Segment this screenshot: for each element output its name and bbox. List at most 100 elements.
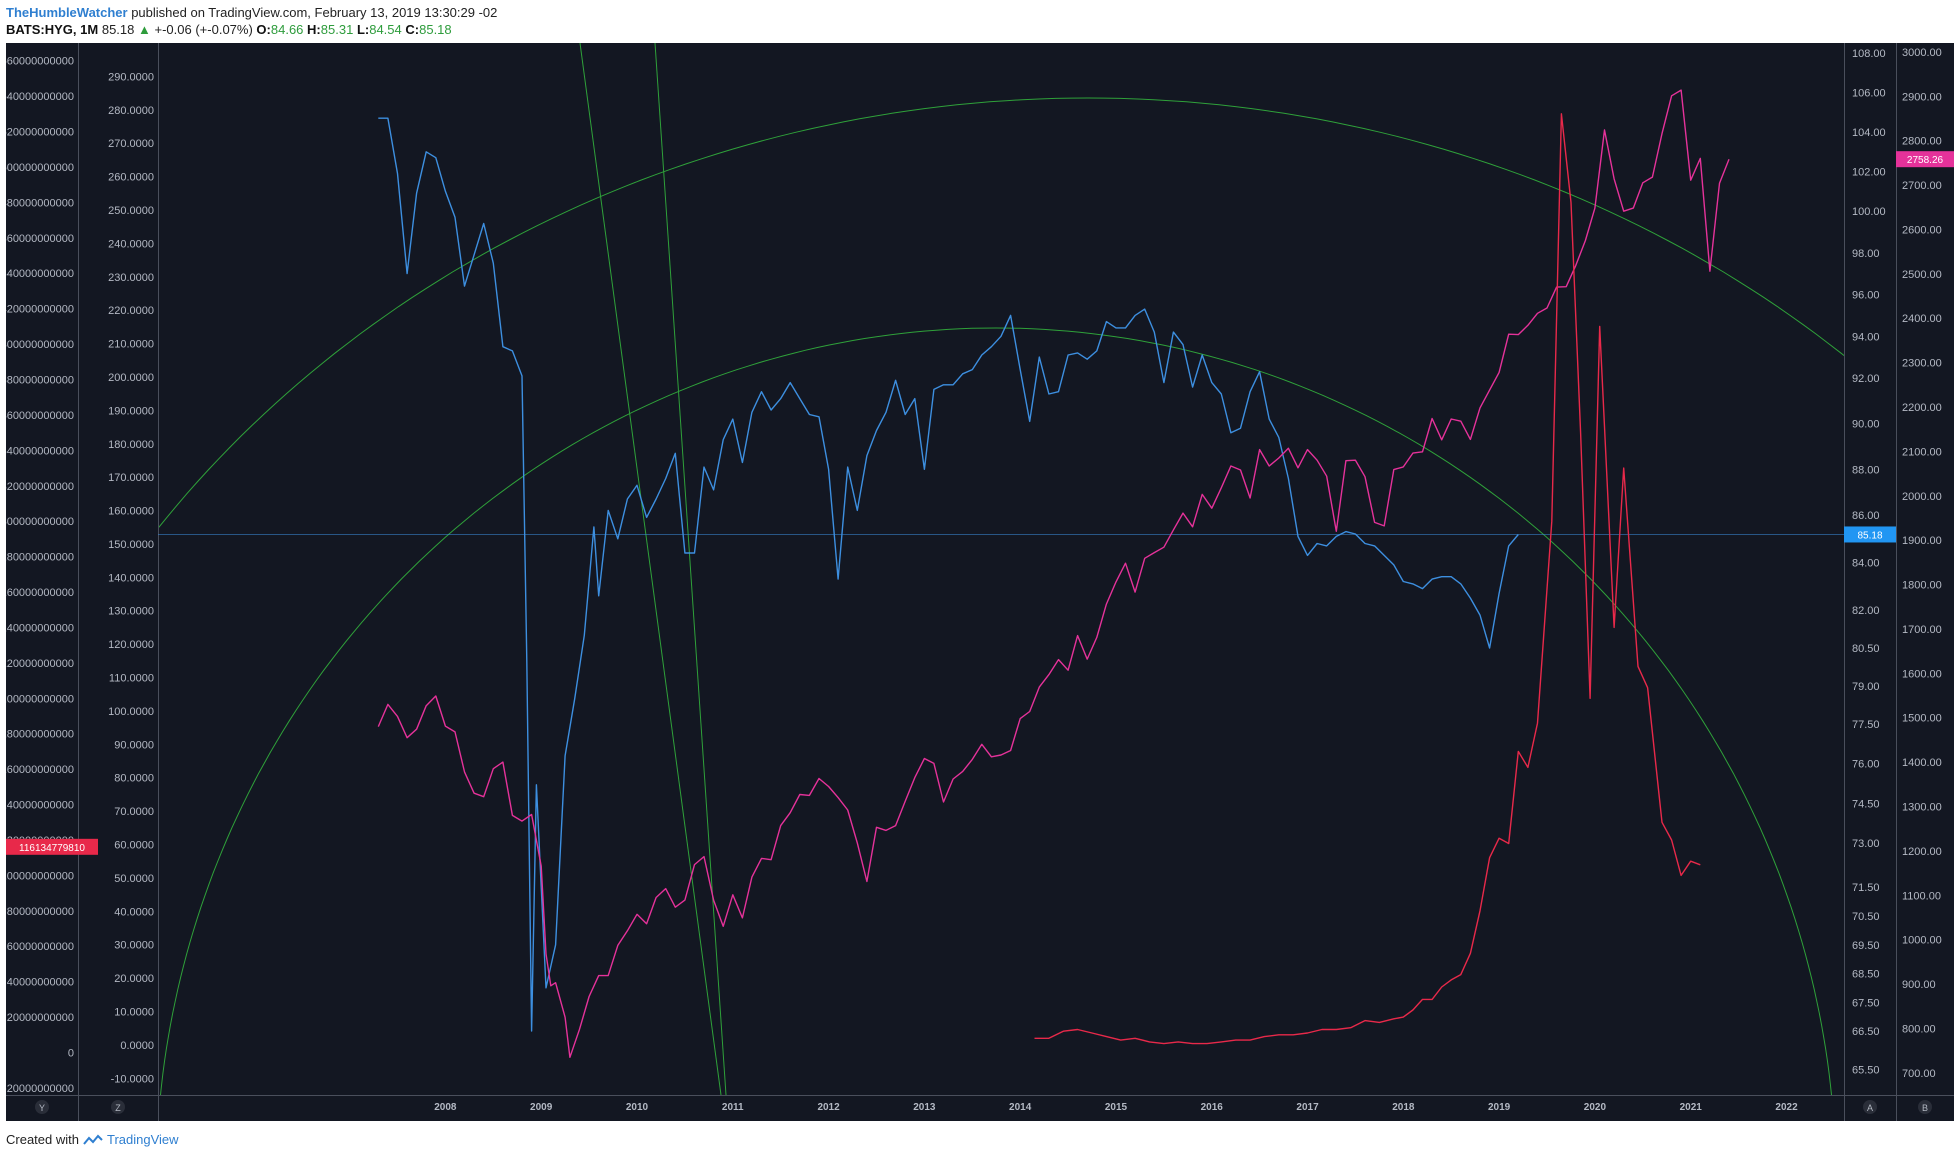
right-axis-1-tick: 106.00 [1852,88,1886,100]
right-axis-1-tick: 73.00 [1852,838,1880,850]
time-axis-tick: 2014 [1009,1102,1032,1113]
right-axis-1-tick: 108.00 [1852,48,1886,60]
tradingview-brand-link[interactable]: TradingView [106,1132,179,1147]
left-axis-1-tick: 460000000000 [6,233,74,245]
right-axis-1-tick: 102.00 [1852,167,1886,179]
right-axis-1-tick: 86.00 [1852,510,1880,522]
left-axis-2-tick: 40.0000 [114,906,154,918]
author-link[interactable]: TheHumbleWatcher [6,5,128,20]
time-axis-tick: 2011 [722,1102,744,1113]
scale-button-label: A [1867,1103,1873,1113]
close-label: C: [405,22,420,37]
time-axis-tick: 2018 [1392,1102,1415,1113]
left-axis-1-tick: 560000000000 [6,56,74,68]
created-with-text: Created with [6,1132,79,1147]
right-axis-1-tick: 84.00 [1852,558,1880,570]
scale-button-icon[interactable] [35,1100,49,1114]
right-axis-2-tick: 2300.00 [1902,358,1942,370]
fib-arc-inner[interactable] [156,327,1836,1121]
left-axis-1-tick: 180000000000 [6,729,74,741]
right-axis-1-marker: 85.18 [1857,530,1882,541]
left-axis-1-marker-bg [6,838,98,855]
right-axis-1-tick: 96.00 [1852,290,1880,302]
right-axis-2-tick: 1900.00 [1902,535,1942,547]
left-axis-2-tick: 70.0000 [114,806,154,818]
publish-line: TheHumbleWatcher published on TradingVie… [6,4,497,21]
right-axis-2-tick: 1400.00 [1902,757,1942,769]
published-text: published on TradingView.com, February 1… [127,5,498,20]
series-line-red_series[interactable] [1034,113,1701,1045]
left-axis-2-tick: 140.0000 [108,572,154,584]
scale-button-icon[interactable] [111,1100,125,1114]
chart-background [6,43,1954,1121]
left-axis-1-tick: 140000000000 [6,800,74,812]
right-axis-1-tick: 77.50 [1852,719,1880,731]
right-axis-2-tick: 2600.00 [1902,224,1942,236]
time-axis-tick: 2008 [434,1102,457,1113]
right-axis-1-tick: 70.50 [1852,911,1880,923]
scale-button-icon[interactable] [1918,1100,1932,1114]
left-axis-2-tick: 150.0000 [108,539,154,551]
left-axis-1-tick: 420000000000 [6,304,74,316]
left-axis-2-tick: 20.0000 [114,973,154,985]
left-axis-1-tick: 0 [68,1047,74,1059]
tradingview-logo-icon [83,1134,103,1145]
right-axis-2-tick: 3000.00 [1902,47,1942,59]
chart-canvas[interactable]: 560000000000 540000000000 520000000000 5000… [6,43,1954,1121]
right-axis-2-tick: 2000.00 [1902,491,1942,503]
right-axis-1-tick: 69.50 [1852,940,1880,952]
left-axis-1-tick: 220000000000 [6,658,74,670]
left-axis-1-tick: 40000000000 [7,977,74,989]
time-axis-tick: 2012 [817,1102,840,1113]
right-axis-2-tick: 1500.00 [1902,713,1942,725]
right-axis-1-tick: 76.00 [1852,759,1880,771]
time-axis-tick: 2017 [1296,1102,1319,1113]
left-axis-2-tick: 250.0000 [108,205,154,217]
left-axis-2-tick: 80.0000 [114,773,154,785]
right-axis-1-tick: 67.50 [1852,997,1880,1009]
low-label: L: [356,22,370,37]
time-axis-tick: 2021 [1680,1102,1703,1113]
right-axis-1-marker-bg [1844,526,1896,543]
series-line-spx[interactable] [377,89,1730,1058]
scale-button-icon[interactable] [1863,1100,1877,1114]
right-axis-1-tick: 88.00 [1852,464,1880,476]
close-value: 85.18 [419,22,452,37]
left-axis-1-tick: 80000000000 [7,906,74,918]
left-axis-2-tick: -10.0000 [111,1073,154,1085]
symbol-label[interactable]: BATS:HYG, 1M [6,22,99,37]
right-axis-2-tick: 2200.00 [1902,402,1942,414]
right-axis-2-marker-bg [1896,151,1954,168]
left-axis-1-tick: -20000000000 [6,1083,74,1095]
ohlc-line: BATS:HYG, 1M 85.18 ▲ +-0.06 (+-0.07%) O:… [6,21,497,38]
left-axis-1-tick: 500000000000 [6,162,74,174]
trend-line-2[interactable] [654,43,727,1095]
left-axis-2-tick: 110.0000 [109,673,154,685]
fib-arc-outer[interactable] [6,97,1954,1121]
time-axis-tick: 2013 [913,1102,936,1113]
left-axis-1-tick: 480000000000 [6,197,74,209]
right-axis-1-tick: 68.50 [1852,969,1880,981]
left-axis-2-tick: 120.0000 [108,639,154,651]
trend-line-1[interactable] [579,43,722,1095]
left-axis-2-tick: 200.0000 [108,372,154,384]
right-axis-1-tick: 66.50 [1852,1026,1880,1038]
right-axis-2-tick: 800.00 [1902,1023,1936,1035]
time-axis-tick: 2016 [1201,1102,1224,1113]
left-axis-2-tick: 220.0000 [108,305,154,317]
right-axis-1-tick: 90.00 [1852,419,1880,431]
right-axis-2-tick: 2800.00 [1902,136,1942,148]
left-axis-2-tick: 50.0000 [114,873,154,885]
right-axis-2-tick: 2100.00 [1902,446,1942,458]
left-axis-1-tick: 320000000000 [6,481,74,493]
right-axis-2-tick: 2900.00 [1902,91,1942,103]
time-axis-tick: 2010 [626,1102,649,1113]
left-axis-2-tick: 60.0000 [114,840,154,852]
left-axis-1-tick: 100000000000 [6,870,74,882]
left-axis-1-tick: 400000000000 [6,339,74,351]
left-axis-1-tick: 380000000000 [6,374,74,386]
time-axis-tick: 2019 [1488,1102,1511,1113]
last-price: 85.18 [101,22,135,37]
left-axis-2-tick: 170.0000 [108,472,154,484]
left-axis-1-tick: 540000000000 [6,91,74,103]
